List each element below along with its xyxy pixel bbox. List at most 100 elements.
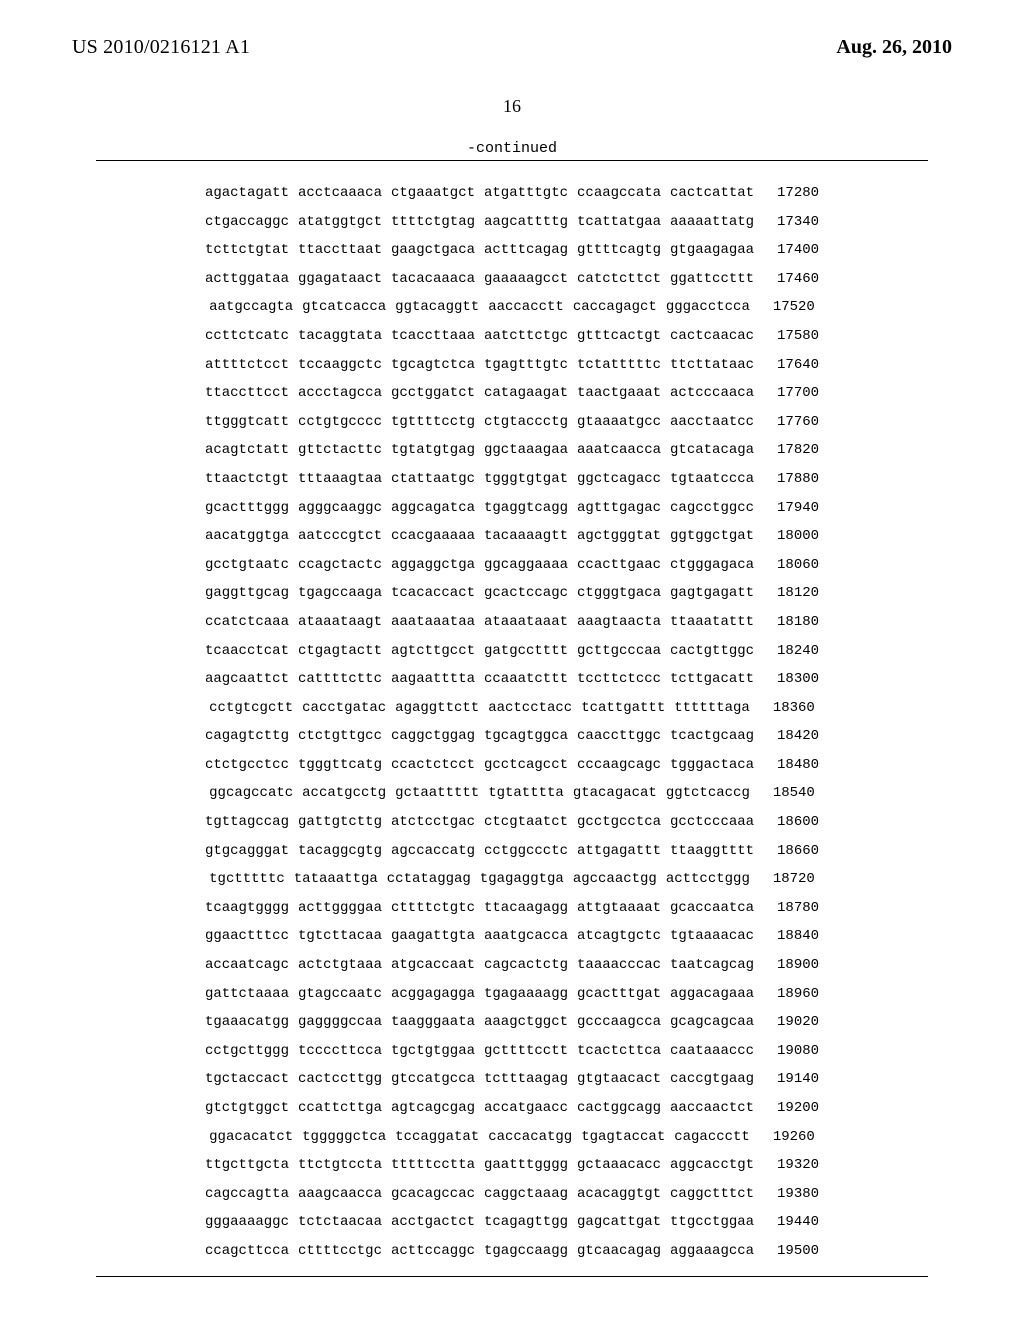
sequence-group: ctgggtgaca [577, 586, 661, 600]
sequence-group: ccaaatcttt [484, 672, 568, 686]
sequence-groups: ttgggtcattcctgtgcccctgttttcctgctgtaccctg… [205, 415, 754, 429]
sequence-group: tcttctgtat [205, 243, 289, 257]
sequence-group: ttaccttcct [205, 386, 289, 400]
sequence-index: 18600 [763, 815, 819, 829]
sequence-group: gaaaaagcct [484, 272, 568, 286]
sequence-group: caggctaaag [484, 1187, 568, 1201]
sequence-group: actcccaaca [670, 386, 754, 400]
sequence-group: tcaccttaaa [391, 329, 475, 343]
sequence-group: gcccaagcca [577, 1015, 661, 1029]
sequence-row: ctctgcctcctgggttcatgccactctcctgcctcagcct… [0, 758, 1024, 772]
sequence-index: 18780 [763, 901, 819, 915]
sequence-groups: gattctaaaagtagccaatcacggagaggatgagaaaagg… [205, 987, 754, 1001]
sequence-group: tgctttttc [209, 872, 285, 886]
sequence-group: tgagccaagg [484, 1244, 568, 1258]
sequence-group: ctgaaatgct [391, 186, 475, 200]
sequence-row: gattctaaaagtagccaatcacggagaggatgagaaaagg… [0, 987, 1024, 1001]
publication-number: US 2010/0216121 A1 [72, 36, 250, 59]
sequence-index: 19380 [763, 1187, 819, 1201]
sequence-group: attgagattt [577, 844, 661, 858]
sequence-group: ggacacatct [209, 1130, 293, 1144]
sequence-group: gattgtcttg [298, 815, 382, 829]
sequence-group: gggacctcca [666, 300, 750, 314]
sequence-groups: gtgcagggattacaggcgtgagccaccatgcctggccctc… [205, 844, 754, 858]
sequence-group: tgctaccact [205, 1072, 289, 1086]
sequence-group: tttttcctta [391, 1158, 475, 1172]
sequence-index: 17580 [763, 329, 819, 343]
sequence-group: ccagcttcca [205, 1244, 289, 1258]
sequence-group: gttctacttc [298, 443, 382, 457]
sequence-group: cctggccctc [484, 844, 568, 858]
sequence-group: aagcaattct [205, 672, 289, 686]
sequence-group: ttgggtcatt [205, 415, 289, 429]
sequence-group: acctcaaaca [298, 186, 382, 200]
sequence-groups: aatgccagtagtcatcaccaggtacaggttaaccaccttc… [209, 300, 750, 314]
sequence-group: ttttttaga [674, 701, 750, 715]
sequence-group: caccacatgg [488, 1130, 572, 1144]
sequence-index: 17520 [759, 300, 815, 314]
sequence-group: gcacagccac [391, 1187, 475, 1201]
sequence-row: agactagattacctcaaacactgaaatgctatgatttgtc… [0, 186, 1024, 200]
sequence-group: tgggttcatg [298, 758, 382, 772]
sequence-group: gtcatcacca [302, 300, 386, 314]
sequence-index: 18420 [763, 729, 819, 743]
sequence-group: tgagtaccat [581, 1130, 665, 1144]
sequence-group: aaaaattatg [670, 215, 754, 229]
sequence-group: gcctgcctca [577, 815, 661, 829]
sequence-group: gcaccaatca [670, 901, 754, 915]
sequence-row: accaatcagcactctgtaaaatgcaccaatcagcactctg… [0, 958, 1024, 972]
sequence-group: gtgaagagaa [670, 243, 754, 257]
sequence-group: gcttttcctt [484, 1044, 568, 1058]
sequence-group: ggtggctgat [670, 529, 754, 543]
sequence-groups: ctgaccaggcatatggtgctttttctgtagaagcattttg… [205, 215, 754, 229]
sequence-group: tacaggcgtg [298, 844, 382, 858]
sequence-group: ctcgtaatct [484, 815, 568, 829]
sequence-groups: ggaactttcctgtcttacaagaagattgtaaaatgcacca… [205, 929, 754, 943]
sequence-index: 19080 [763, 1044, 819, 1058]
sequence-group: gtcatacaga [670, 443, 754, 457]
sequence-group: ttttctgtag [391, 215, 475, 229]
sequence-row: ccttctcatctacaggtatatcaccttaaaaatcttctgc… [0, 329, 1024, 343]
sequence-groups: tcttctgtatttaccttaatgaagctgacaactttcagag… [205, 243, 754, 257]
sequence-group: gtttcactgt [577, 329, 661, 343]
sequence-groups: ggacacatcttgggggctcatccaggatatcaccacatgg… [209, 1130, 750, 1144]
sequence-groups: cctgtcgcttcacctgatacagaggttcttaactcctacc… [209, 701, 750, 715]
sequence-groups: ggcagccatcaccatgcctggctaattttttgtattttag… [209, 786, 750, 800]
sequence-group: cactgttggc [670, 644, 754, 658]
sequence-group: tgggtgtgat [484, 472, 568, 486]
sequence-group: tcttgacatt [670, 672, 754, 686]
sequence-group: aaagtaacta [577, 615, 661, 629]
sequence-group: cctgcttggg [205, 1044, 289, 1058]
sequence-group: aaagcaacca [298, 1187, 382, 1201]
sequence-group: ctctgttgcc [298, 729, 382, 743]
sequence-groups: gtctgtggctccattcttgaagtcagcgagaccatgaacc… [205, 1101, 754, 1115]
sequence-row: tcaacctcatctgagtacttagtcttgcctgatgcctttt… [0, 644, 1024, 658]
sequence-group: tgagaaaagg [484, 987, 568, 1001]
sequence-group: catagaagat [484, 386, 568, 400]
sequence-groups: aagcaattctcattttcttcaagaattttaccaaatcttt… [205, 672, 754, 686]
sequence-group: tcagagttgg [484, 1215, 568, 1229]
sequence-group: tccttctccc [577, 672, 661, 686]
sequence-groups: cagagtcttgctctgttgcccaggctggagtgcagtggca… [205, 729, 754, 743]
sequence-group: ccactctcct [391, 758, 475, 772]
sequence-row: ccagcttccacttttcctgcacttccaggctgagccaagg… [0, 1244, 1024, 1258]
sequence-group: ctgtaccctg [484, 415, 568, 429]
sequence-groups: tcaagtggggacttggggaacttttctgtcttacaagagg… [205, 901, 754, 915]
sequence-group: ctgggagaca [670, 558, 754, 572]
sequence-group: actttcagag [484, 243, 568, 257]
sequence-row: tgaaacatgggaggggccaataagggaataaaagctggct… [0, 1015, 1024, 1029]
sequence-group: tcactcttca [577, 1044, 661, 1058]
sequence-index: 18000 [763, 529, 819, 543]
sequence-group: tgttagccag [205, 815, 289, 829]
sequence-groups: gcctgtaatcccagctactcaggaggctgaggcaggaaaa… [205, 558, 754, 572]
sequence-group: tcactgcaag [670, 729, 754, 743]
sequence-row: ggcagccatcaccatgcctggctaattttttgtattttag… [0, 786, 1024, 800]
sequence-group: caggctggag [391, 729, 475, 743]
sequence-row: ccatctcaaaataaataagtaaataaataaataaataaat… [0, 615, 1024, 629]
sequence-group: tgctgtggaa [391, 1044, 475, 1058]
sequence-row: ttaccttcctaccctagccagcctggatctcatagaagat… [0, 386, 1024, 400]
sequence-group: acggagagga [391, 987, 475, 1001]
sequence-group: atatggtgct [298, 215, 382, 229]
sequence-group: atcagtgctc [577, 929, 661, 943]
sequence-group: acttccaggc [391, 1244, 475, 1258]
